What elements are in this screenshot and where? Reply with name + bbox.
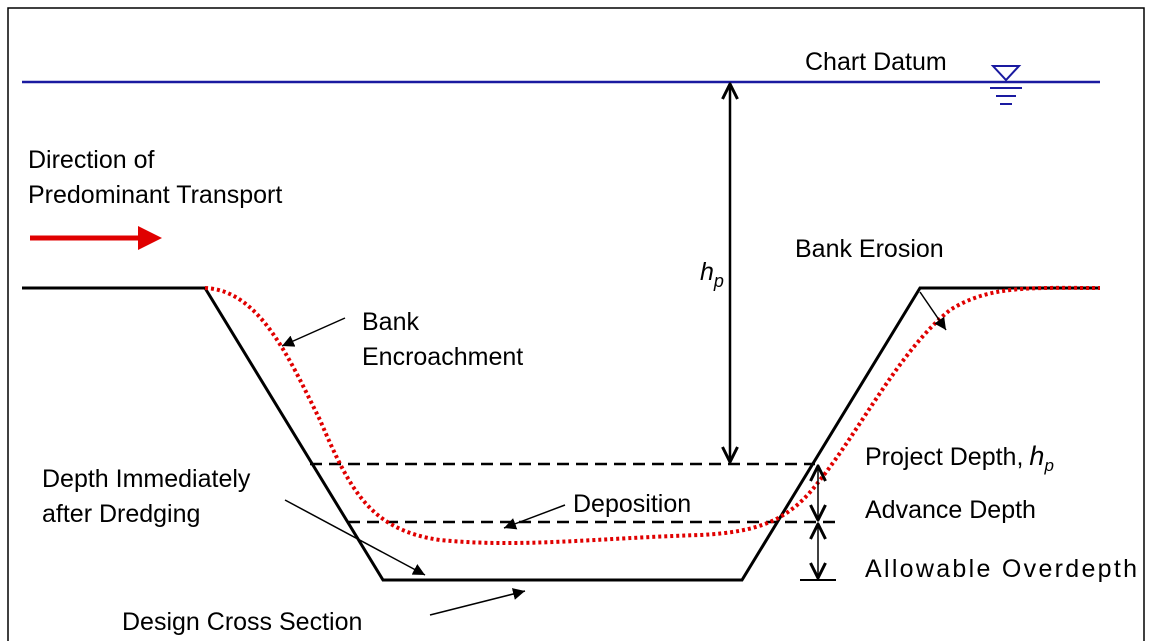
transport-arrowhead <box>138 226 162 250</box>
label: Allowable Overdepth <box>865 555 1137 583</box>
label: Encroachment <box>362 343 523 371</box>
label: Predominant Transport <box>28 181 282 209</box>
subscript: p <box>1043 456 1053 475</box>
label: hp <box>700 258 724 291</box>
frame <box>7 7 1145 641</box>
label: Chart Datum <box>805 48 947 76</box>
design-cross-section <box>22 286 1100 582</box>
leaders <box>281 291 947 616</box>
subscript: p <box>713 271 724 291</box>
label: after Dredging <box>42 500 200 528</box>
label: Depth Immediately <box>42 465 251 493</box>
label: Design Cross Section <box>122 608 362 636</box>
actual-cross-section <box>204 285 1101 546</box>
symbol: h <box>1029 441 1044 471</box>
label: Bank <box>362 308 419 336</box>
label: Project Depth, hp <box>865 441 1054 475</box>
label: Bank Erosion <box>795 235 944 263</box>
symbol: h <box>700 258 714 286</box>
text: Project Depth, <box>865 443 1023 471</box>
label: Direction of <box>28 146 154 174</box>
water-symbol <box>990 65 1022 105</box>
label: Advance Depth <box>865 496 1036 524</box>
label: Deposition <box>573 490 691 518</box>
